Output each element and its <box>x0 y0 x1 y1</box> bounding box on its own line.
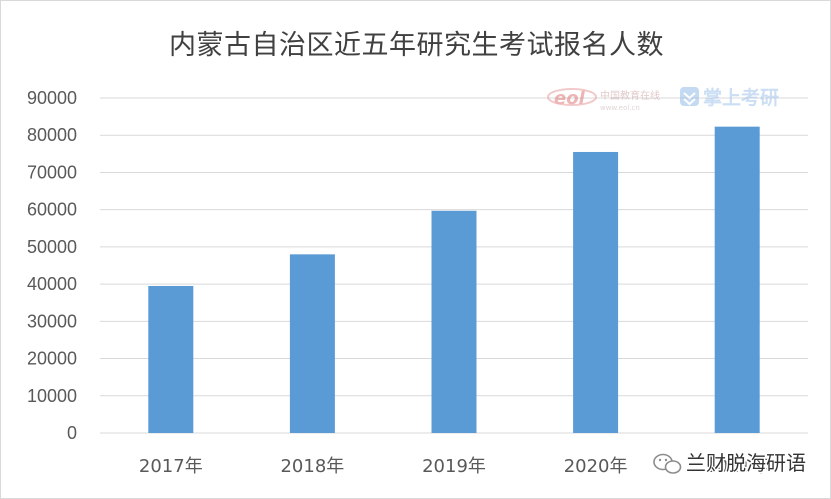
x-category-label: 2021年 <box>705 456 769 477</box>
y-tick-label: 60000 <box>27 200 77 220</box>
eol-url-text: www.eol.cn <box>600 104 640 112</box>
chart-title: 内蒙古自治区近五年研究生考试报名人数 <box>169 30 664 61</box>
bar <box>289 254 335 433</box>
y-tick-label: 0 <box>67 423 77 443</box>
wechat-account-name: 兰财脱海研语 <box>686 451 806 475</box>
zhangshang-logo-mark <box>683 92 696 106</box>
y-tick-label: 40000 <box>27 274 77 294</box>
eol-cn-text: 中国教育在线 <box>600 89 660 102</box>
x-category-label: 2017年 <box>139 456 203 477</box>
y-tick-label: 20000 <box>27 349 77 369</box>
eol-logo-swoosh <box>547 88 597 106</box>
y-tick-label: 50000 <box>27 237 77 257</box>
wechat-account-name-fg: 兰财脱海研语 <box>686 451 806 475</box>
y-axis-ticks: 0 10000 20000 30000 40000 50000 60000 70000 8000… <box>27 88 77 443</box>
bar <box>573 151 619 433</box>
bars <box>148 126 760 434</box>
x-category-label: 2018年 <box>280 456 344 477</box>
bar <box>431 210 477 433</box>
eol-watermark: eol 中国教育在线 www.eol.cn <box>547 88 660 112</box>
y-tick-label: 90000 <box>27 88 77 108</box>
bar <box>714 126 760 434</box>
y-tick-label: 10000 <box>27 386 77 406</box>
zhangshang-logo-icon <box>680 87 699 106</box>
y-tick-label: 70000 <box>27 162 77 182</box>
y-tick-label: 80000 <box>27 125 77 145</box>
zhangshang-watermark: 掌上考研 <box>680 86 779 109</box>
x-category-label: 2020年 <box>564 456 628 477</box>
y-tick-label: 30000 <box>27 311 77 331</box>
zhangshang-text: 掌上考研 <box>703 86 779 109</box>
eol-logo-text: eol <box>554 88 586 109</box>
wechat-icon <box>653 453 682 474</box>
bar <box>148 285 194 433</box>
wechat-watermark: 兰财脱海研语 兰财脱海研语 <box>653 450 808 477</box>
x-category-label: 2019年 <box>422 456 486 477</box>
x-axis-categories: 2017年 2018年 2019年 2020年 2021年 <box>139 456 769 477</box>
